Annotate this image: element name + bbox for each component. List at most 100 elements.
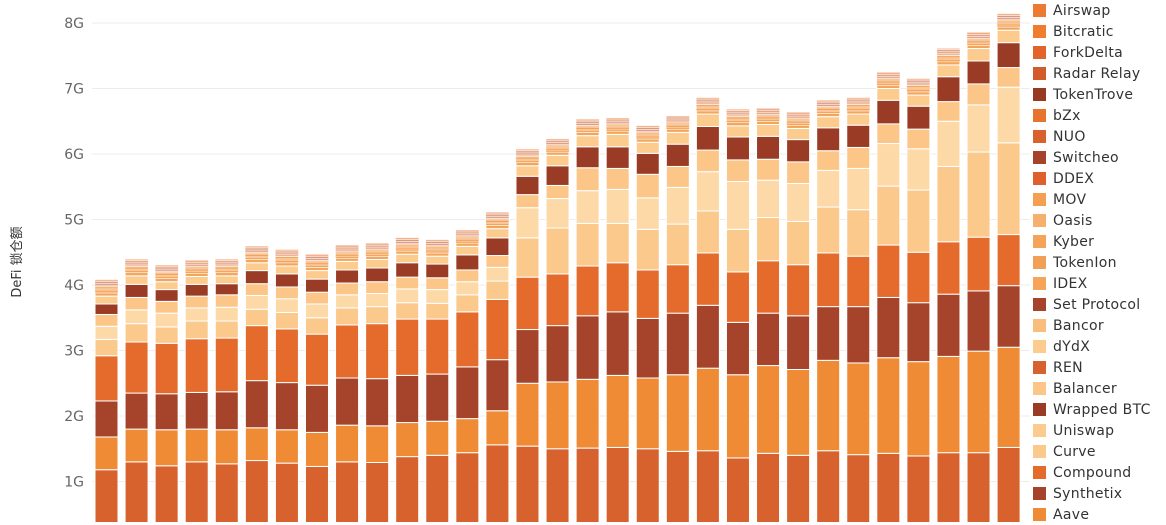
bar-segment [214, 391, 239, 431]
legend: Airswap Bitcratic ForkDelta Radar Relay Toke… [1033, 0, 1166, 523]
bar-segment [244, 427, 269, 462]
bar-segment [786, 220, 811, 266]
bar-stack [635, 125, 660, 522]
bar-segment [695, 171, 720, 212]
bar-segment [906, 455, 931, 522]
bar-segment [726, 116, 750, 119]
bar-segment [365, 267, 390, 283]
bar-segment [636, 132, 660, 135]
bar-segment [395, 253, 420, 264]
bar-segment [725, 321, 750, 376]
bar-segment [154, 265, 179, 267]
bar-segment [786, 120, 810, 123]
bar-segment [665, 450, 690, 522]
bar-segment [665, 264, 690, 314]
bar-stack [94, 279, 119, 522]
bar-segment [575, 127, 600, 130]
y-tick-label: 7G [64, 82, 84, 98]
bar-stack [545, 138, 570, 522]
bar-segment [425, 302, 450, 320]
legend-label: bZx [1053, 107, 1081, 124]
bar-segment [455, 245, 480, 256]
legend-label: Bancor [1053, 317, 1104, 334]
bar-segment [154, 289, 179, 302]
bar-segment [846, 104, 870, 107]
bar-segment [304, 465, 329, 522]
bar-segment [365, 293, 390, 308]
bar-segment [124, 266, 149, 269]
bar-stack [124, 259, 149, 522]
bar-segment [876, 185, 901, 246]
bar-segment [936, 61, 961, 66]
bar-segment [966, 83, 991, 106]
bar-segment [395, 276, 420, 290]
bar-segment [816, 112, 841, 118]
bar-segment [966, 151, 991, 238]
bar-stack [515, 149, 540, 522]
bar-segment [936, 241, 961, 295]
bar-segment [214, 275, 239, 285]
bar-segment [605, 374, 630, 448]
bar-segment [485, 255, 510, 268]
bar-segment [545, 381, 570, 450]
bar-stack [936, 48, 961, 522]
bar-segment [936, 55, 961, 58]
bar-segment [184, 295, 209, 309]
legend-swatch [1033, 298, 1046, 311]
bar-segment [936, 59, 961, 62]
bar-segment [996, 20, 1021, 23]
bar-segment [94, 295, 119, 305]
bar-segment [395, 318, 420, 376]
bar-segment [846, 110, 871, 115]
bar-segment [966, 48, 991, 62]
bar-segment [575, 447, 600, 522]
bar-segment [395, 374, 420, 424]
bar-segment [124, 341, 149, 394]
legend-label: Compound [1053, 464, 1132, 481]
bar-segment [425, 252, 450, 257]
legend-swatch [1033, 466, 1046, 479]
bar-segment [94, 286, 119, 289]
bar-segment [906, 88, 931, 90]
bar-segment [786, 123, 810, 126]
legend-item: dYdX [1033, 336, 1090, 357]
bar-segment [305, 263, 329, 266]
bar-segment [635, 448, 660, 522]
bar-segment [996, 24, 1021, 28]
bar-segment [335, 461, 360, 522]
legend-label: IDEX [1053, 275, 1088, 292]
y-tick-label: 6G [64, 147, 84, 163]
bar-segment [665, 128, 690, 133]
bar-segment [756, 119, 780, 122]
bar-segment [455, 238, 479, 240]
bar-segment [725, 159, 750, 183]
legend-label: NUO [1053, 128, 1086, 145]
bar-stack [756, 108, 781, 522]
bar-segment [545, 145, 570, 148]
bar-segment [906, 85, 931, 88]
bar-segment [124, 272, 149, 277]
bar-segment [215, 259, 239, 261]
legend-item: Uniswap [1033, 420, 1114, 441]
bar-segment [605, 188, 630, 224]
bar-segment [515, 165, 540, 177]
bar-segment [816, 306, 841, 361]
bar-segment [425, 277, 450, 291]
bar-segment [335, 294, 360, 309]
bar-segment [515, 156, 540, 159]
bar-segment [606, 127, 630, 130]
bar-segment [485, 219, 510, 221]
bar-segment [365, 250, 389, 252]
bar-segment [124, 283, 149, 298]
bar-segment [365, 323, 390, 380]
bar-segment [906, 89, 931, 92]
bar-segment [906, 87, 931, 89]
legend-item: REN [1033, 357, 1083, 378]
bar-segment [786, 369, 811, 456]
legend-swatch [1033, 487, 1046, 500]
bar-segment [605, 167, 630, 190]
bar-segment [906, 128, 931, 150]
bar-segment [154, 281, 179, 291]
bar-segment [996, 22, 1021, 24]
bar-segment [665, 131, 690, 145]
